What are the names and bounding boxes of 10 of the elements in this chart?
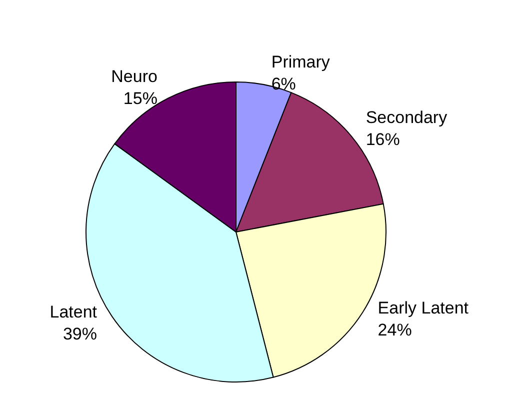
- data-label: 15%: [123, 89, 158, 108]
- data-label: 16%: [366, 130, 400, 150]
- slice-label: Latent: [50, 302, 98, 322]
- slice-label: Neuro: [111, 67, 158, 86]
- slice-label: Primary: [271, 52, 330, 72]
- data-label: 6%: [271, 74, 296, 94]
- data-label: 39%: [62, 324, 98, 344]
- slice-label: Secondary: [366, 108, 448, 128]
- slice-label: Early Latent: [378, 298, 469, 318]
- data-label: 24%: [378, 320, 412, 340]
